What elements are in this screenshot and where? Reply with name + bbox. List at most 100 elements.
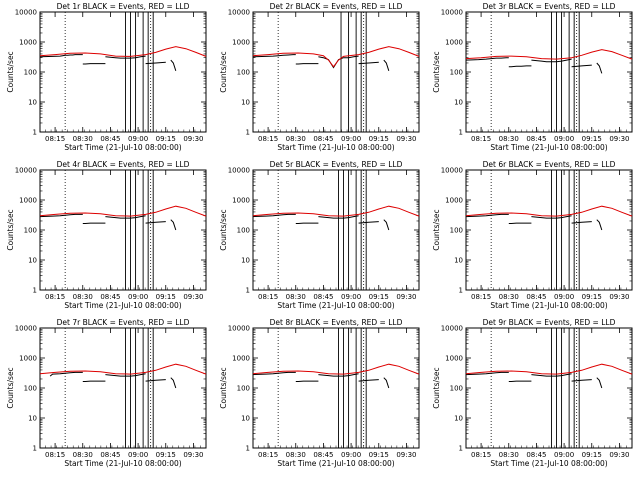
events-series-line (318, 215, 359, 219)
x-tick-label: 09:30 (183, 135, 203, 143)
events-series-line (531, 215, 572, 219)
x-tick-label: 08:45 (313, 293, 333, 301)
events-series-line (170, 59, 177, 71)
y-tick-label: 10 (28, 99, 37, 107)
y-tick-label: 1000 (445, 197, 463, 205)
y-tick-label: 10000 (15, 9, 37, 17)
x-tick-label: 08:30 (73, 135, 93, 143)
y-tick-label: 10 (241, 415, 250, 423)
y-tick-label: 1 (459, 445, 463, 453)
lld-series-line (252, 46, 420, 68)
x-tick-label: 09:15 (156, 451, 176, 459)
events-series-line (531, 373, 572, 377)
x-tick-label: 09:15 (582, 135, 602, 143)
events-series-line (145, 379, 166, 382)
x-tick-label: 08:45 (526, 451, 546, 459)
x-tick-label: 09:30 (609, 135, 629, 143)
y-tick-label: 10 (454, 415, 463, 423)
events-series-line (252, 213, 296, 218)
events-series-line (39, 54, 83, 58)
panel-det-3: Det 3r BLACK = Events, RED = LLD 1 10 100 10… (432, 2, 633, 152)
x-tick-label: 08:30 (499, 293, 519, 301)
x-tick-label: 09:30 (396, 135, 416, 143)
x-tick-label: 09:00 (128, 135, 148, 143)
x-tick-label: 08:45 (526, 135, 546, 143)
x-tick-label: 09:00 (341, 451, 361, 459)
y-axis-label: Counts/sec (6, 367, 15, 408)
y-axis-label: Counts/sec (432, 209, 441, 250)
panel-title: Det 3r BLACK = Events, RED = LLD (483, 2, 616, 11)
y-tick-label: 10000 (441, 325, 463, 333)
y-tick-label: 1000 (232, 197, 250, 205)
x-axis-label: Start Time (21-Jul-10 08:00:00) (490, 143, 607, 152)
x-tick-label: 09:15 (369, 293, 389, 301)
panel-title: Det 4r BLACK = Events, RED = LLD (57, 160, 190, 169)
panel-det-7: Det 7r BLACK = Events, RED = LLD 1 10 100 10… (6, 318, 207, 468)
y-tick-label: 1 (33, 445, 37, 453)
x-tick-label: 09:15 (369, 135, 389, 143)
events-series-line (358, 61, 379, 65)
y-tick-label: 1 (246, 287, 250, 295)
x-tick-label: 09:30 (183, 451, 203, 459)
panel-det-6: Det 6r BLACK = Events, RED = LLD 1 10 100 10… (432, 160, 633, 310)
x-tick-label: 09:15 (582, 293, 602, 301)
y-tick-label: 1000 (19, 197, 37, 205)
y-tick-label: 100 (450, 227, 463, 235)
x-tick-label: 08:15 (45, 451, 65, 459)
y-tick-label: 1000 (19, 39, 37, 47)
y-tick-label: 1 (459, 287, 463, 295)
panel-title: Det 5r BLACK = Events, RED = LLD (270, 160, 403, 169)
x-tick-label: 08:15 (258, 293, 278, 301)
y-axis-label: Counts/sec (6, 51, 15, 92)
x-tick-label: 09:30 (609, 293, 629, 301)
panel-title: Det 8r BLACK = Events, RED = LLD (270, 318, 403, 327)
x-tick-label: 09:15 (156, 293, 176, 301)
x-tick-label: 08:45 (100, 293, 120, 301)
x-tick-label: 08:30 (286, 135, 306, 143)
x-tick-label: 09:15 (156, 135, 176, 143)
events-series-line (358, 379, 379, 382)
y-tick-label: 1000 (232, 355, 250, 363)
events-series-line (465, 213, 509, 218)
panel-det-9: Det 9r BLACK = Events, RED = LLD 1 10 100 10… (432, 318, 633, 468)
events-series-line (383, 377, 390, 389)
panel-det-2: Det 2r BLACK = Events, RED = LLD 1 10 100 10… (219, 2, 420, 152)
events-series-line (105, 215, 146, 219)
y-tick-label: 1 (33, 287, 37, 295)
events-series-line (358, 221, 379, 224)
x-tick-label: 09:00 (554, 451, 574, 459)
x-tick-label: 08:15 (471, 293, 491, 301)
x-tick-label: 09:30 (396, 293, 416, 301)
events-series-line (105, 55, 146, 59)
panel-det-5: Det 5r BLACK = Events, RED = LLD 1 10 100 10… (219, 160, 420, 310)
x-tick-label: 09:15 (369, 451, 389, 459)
y-tick-label: 10000 (441, 9, 463, 17)
y-axis-label: Counts/sec (219, 209, 228, 250)
y-tick-label: 1 (33, 129, 37, 137)
x-tick-label: 08:15 (258, 135, 278, 143)
y-tick-label: 10000 (228, 325, 250, 333)
events-series-line (252, 371, 296, 376)
events-series-line (170, 219, 177, 231)
x-tick-label: 09:00 (554, 293, 574, 301)
events-series-line (508, 65, 532, 68)
events-series-line (105, 373, 146, 377)
x-tick-label: 09:30 (609, 451, 629, 459)
events-series-line (596, 377, 603, 389)
events-series-line (571, 64, 592, 68)
y-tick-label: 100 (450, 69, 463, 77)
x-tick-label: 09:15 (582, 451, 602, 459)
x-tick-label: 08:30 (499, 451, 519, 459)
x-axis-label: Start Time (21-Jul-10 08:00:00) (490, 301, 607, 310)
x-axis-label: Start Time (21-Jul-10 08:00:00) (64, 459, 181, 468)
x-axis-label: Start Time (21-Jul-10 08:00:00) (277, 459, 394, 468)
lld-series-line (465, 205, 633, 217)
x-tick-label: 08:30 (286, 451, 306, 459)
x-tick-label: 08:30 (499, 135, 519, 143)
events-series-line (49, 371, 83, 377)
y-axis-label: Counts/sec (219, 367, 228, 408)
y-axis-label: Counts/sec (6, 209, 15, 250)
y-axis-label: Counts/sec (432, 367, 441, 408)
x-axis-label: Start Time (21-Jul-10 08:00:00) (490, 459, 607, 468)
